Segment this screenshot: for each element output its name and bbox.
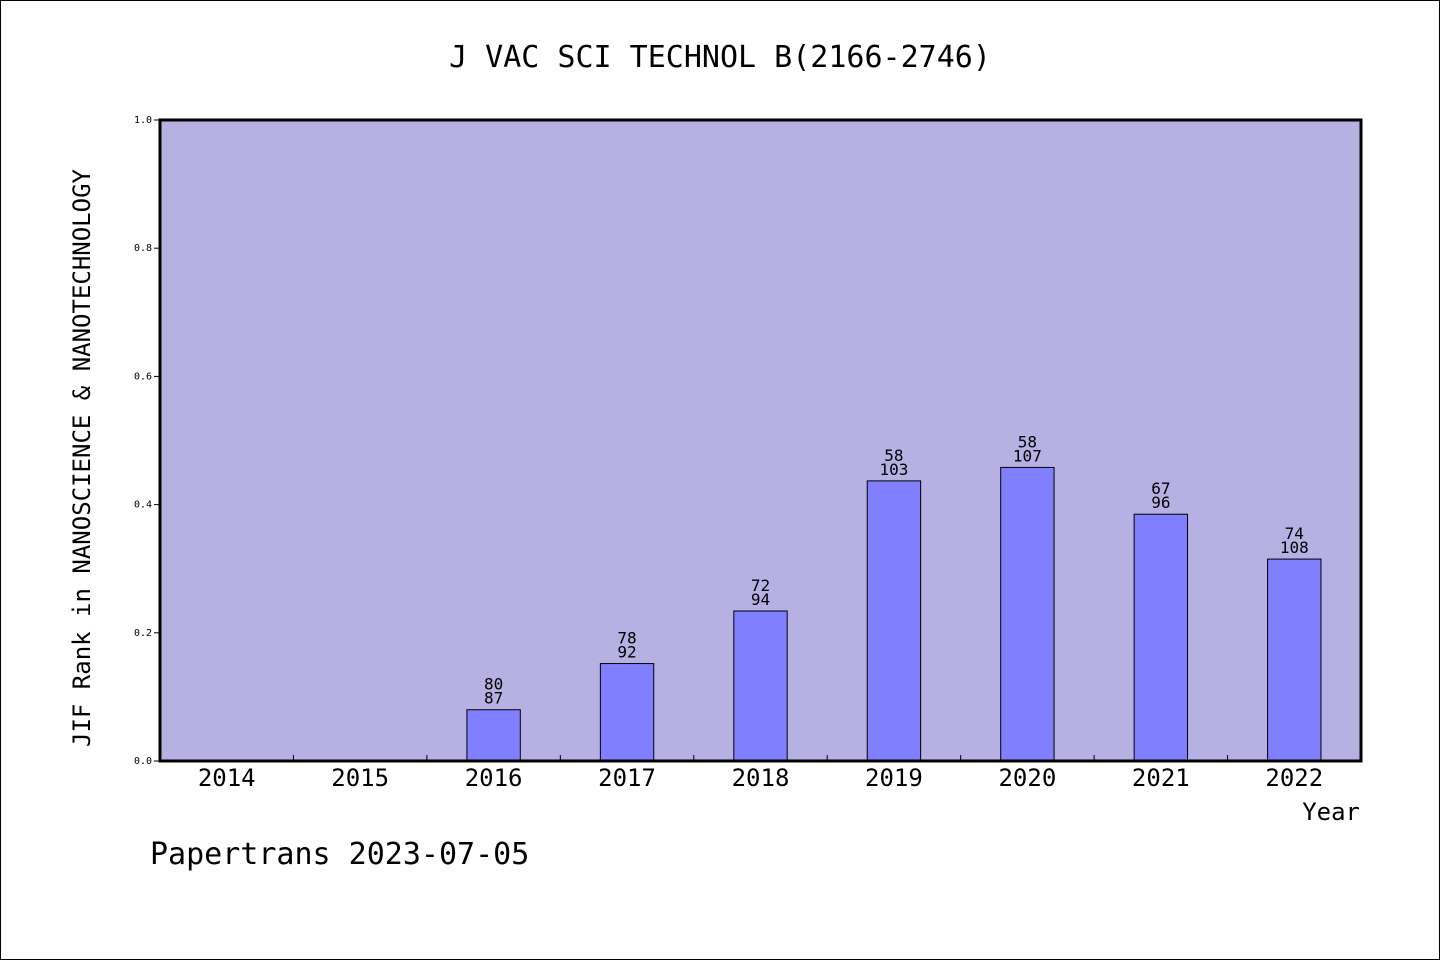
bar-label-total: 96 [1151, 493, 1170, 512]
bar [466, 709, 521, 762]
x-tick-label: 2018 [732, 764, 790, 792]
y-tick-label: 0.2 [134, 628, 152, 639]
x-tick-label: 2016 [465, 764, 523, 792]
bar-label-total: 107 [1013, 446, 1042, 465]
y-tick-label: 0.4 [134, 500, 152, 511]
bar [1133, 513, 1189, 762]
bar-label-rank: 80 [484, 675, 503, 694]
bar [599, 663, 655, 762]
bar-label-total: 94 [751, 590, 770, 609]
y-tick-label: 0.8 [134, 243, 152, 254]
bar [1000, 466, 1055, 762]
bar-label-total: 108 [1280, 538, 1309, 557]
y-tick-label: 0.0 [134, 756, 152, 767]
x-tick-label: 2020 [998, 764, 1056, 792]
y-tick-label: 0.6 [134, 371, 152, 382]
bar-label-rank: 67 [1151, 479, 1170, 498]
bar-label-rank: 58 [1018, 432, 1037, 451]
bar-label-total: 103 [879, 460, 908, 479]
bar [733, 610, 788, 762]
bar-label-rank: 78 [617, 629, 636, 648]
bar [866, 480, 922, 762]
x-tick-label: 2019 [865, 764, 923, 792]
bar [1267, 558, 1322, 762]
y-tick-label: 1.0 [134, 115, 152, 126]
x-tick-label: 2022 [1265, 764, 1323, 792]
x-tick-label: 2017 [598, 764, 656, 792]
x-tick-label: 2015 [331, 764, 389, 792]
x-tick-label: 2014 [198, 764, 256, 792]
bar-label-total: 87 [484, 689, 503, 708]
bar-label-rank: 72 [751, 576, 770, 595]
x-tick-label: 2021 [1132, 764, 1190, 792]
x-axis-ticks: 2014 2015 2016 2017 2018 2019 2020 2021 2022 [198, 755, 1323, 792]
x-axis-label: Year [1302, 798, 1360, 826]
plot-frame [158, 118, 1363, 763]
bar-label-rank: 74 [1285, 524, 1304, 543]
footer-text: Papertrans 2023-07-05 [150, 837, 529, 872]
y-axis-label: JIF Rank in NANOSCIENCE & NANOTECHNOLOGY [68, 168, 96, 747]
bar-label-rank: 58 [884, 446, 903, 465]
chart-title: J VAC SCI TECHNOL B(2166-2746) [449, 40, 991, 75]
bar-series [466, 466, 1322, 762]
bar-label-total: 92 [617, 643, 636, 662]
